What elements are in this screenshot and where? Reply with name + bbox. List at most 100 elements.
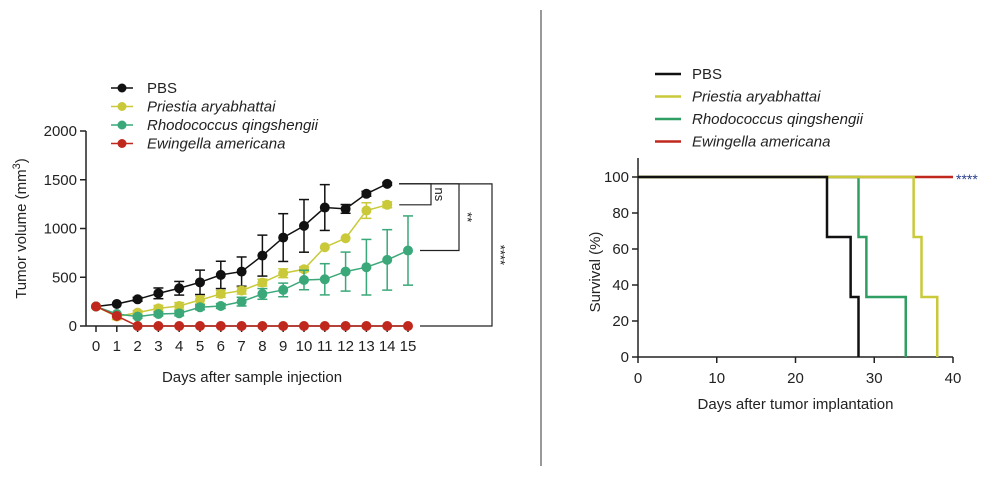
x-tick-label: 5 — [196, 338, 204, 355]
x-tick-label: 7 — [237, 338, 245, 355]
significance-bracket — [399, 183, 432, 206]
x-axis-label: Days after tumor implantation — [698, 396, 894, 413]
series-rhodococcus-qingshengii — [91, 215, 413, 322]
data-point — [361, 321, 372, 331]
y-tick-label: 1000 — [44, 221, 77, 238]
data-point — [174, 308, 185, 319]
data-point — [361, 205, 372, 216]
data-point — [174, 283, 185, 294]
y-axis-label-superscript: 3 — [11, 163, 23, 169]
data-point — [403, 321, 413, 331]
data-point — [153, 288, 164, 299]
data-point — [153, 321, 164, 331]
data-point — [195, 277, 205, 288]
data-point — [403, 245, 413, 256]
y-tick-label: 60 — [612, 241, 629, 258]
data-point — [236, 285, 247, 296]
legend-marker — [117, 83, 127, 93]
y-tick-label: 0 — [621, 349, 629, 366]
x-tick-label: 3 — [154, 338, 162, 355]
x-tick-label: 1 — [113, 338, 121, 355]
x-tick-label: 10 — [296, 338, 313, 355]
x-tick-label: 11 — [317, 338, 333, 355]
x-tick-label: 20 — [787, 370, 804, 387]
x-axis-label: Days after sample injection — [162, 369, 342, 386]
y-tick-label: 0 — [69, 318, 77, 335]
data-point — [132, 321, 143, 331]
data-point — [174, 321, 185, 331]
significance-bracket — [399, 183, 493, 327]
legend-label: Ewingella americana — [692, 134, 830, 151]
x-tick-label: 4 — [175, 338, 183, 355]
data-point — [153, 309, 164, 320]
data-point — [382, 199, 393, 210]
data-point — [236, 266, 247, 277]
data-point — [340, 203, 351, 214]
data-point — [340, 233, 351, 244]
legend-marker — [117, 120, 127, 130]
legend-label: Rhodococcus qingshengii — [692, 111, 864, 128]
x-tick-label: 30 — [866, 370, 883, 387]
data-point — [382, 254, 393, 265]
legend-label: PBS — [147, 80, 177, 97]
legend-label: Priestia aryabhattai — [147, 99, 276, 116]
data-point — [257, 321, 268, 331]
y-axis-label-close: ) — [13, 158, 30, 163]
legend-label: Rhodococcus qingshengii — [147, 117, 319, 134]
data-point — [132, 311, 143, 322]
data-point — [278, 284, 289, 295]
data-point — [299, 220, 309, 231]
data-point — [236, 296, 247, 307]
x-tick-label: 15 — [400, 338, 417, 355]
y-axis-label: Tumor volume (mm3) — [11, 158, 30, 299]
data-point — [174, 301, 185, 312]
x-tick-label: 40 — [945, 370, 962, 387]
y-tick-label: 1500 — [44, 172, 77, 189]
series-line — [95, 305, 408, 327]
significance-label: **** — [493, 245, 508, 265]
data-point — [382, 178, 393, 189]
x-tick-label: 0 — [92, 338, 100, 355]
x-tick-label: 14 — [379, 338, 396, 355]
data-point — [299, 321, 309, 331]
y-tick-label: 100 — [604, 169, 629, 186]
data-point — [215, 321, 226, 331]
data-point — [111, 298, 122, 309]
data-point — [278, 321, 289, 331]
y-axis-label: Survival (%) — [587, 232, 604, 313]
data-point — [319, 242, 330, 253]
data-point — [361, 262, 372, 273]
significance-label: ** — [460, 212, 475, 222]
x-tick-label: 6 — [217, 338, 225, 355]
survival-curve-pbs — [638, 175, 860, 357]
data-point — [132, 294, 143, 305]
data-point — [257, 288, 268, 299]
data-point — [278, 268, 289, 279]
series-pbs — [91, 178, 393, 312]
y-tick-label: 20 — [612, 313, 629, 330]
data-point — [340, 266, 351, 277]
data-point — [382, 321, 393, 331]
data-point — [215, 288, 226, 299]
legend-label: Priestia aryabhattai — [692, 89, 821, 106]
data-point — [299, 264, 309, 275]
significance-label: ns — [432, 187, 447, 201]
series-priestia-aryabhattai — [91, 199, 393, 322]
legend-marker — [117, 139, 127, 148]
legend-marker — [117, 102, 127, 111]
survival-chart: 0 20 40 60 80 100 0 10 20 30 40 Days after tumor im… — [587, 66, 978, 413]
data-point — [278, 232, 289, 243]
y-tick-label: 80 — [612, 205, 629, 222]
data-point — [215, 269, 226, 280]
legend-label: PBS — [692, 66, 722, 83]
x-tick-label: 13 — [358, 338, 375, 355]
y-tick-label: 2000 — [44, 123, 77, 140]
data-point — [236, 321, 247, 331]
data-point — [215, 301, 226, 312]
x-tick-label: 0 — [634, 370, 642, 387]
data-point — [257, 277, 268, 288]
data-point — [257, 250, 268, 261]
y-axis-label-text: Tumor volume (mm — [13, 169, 30, 298]
x-tick-label: 9 — [279, 338, 287, 355]
